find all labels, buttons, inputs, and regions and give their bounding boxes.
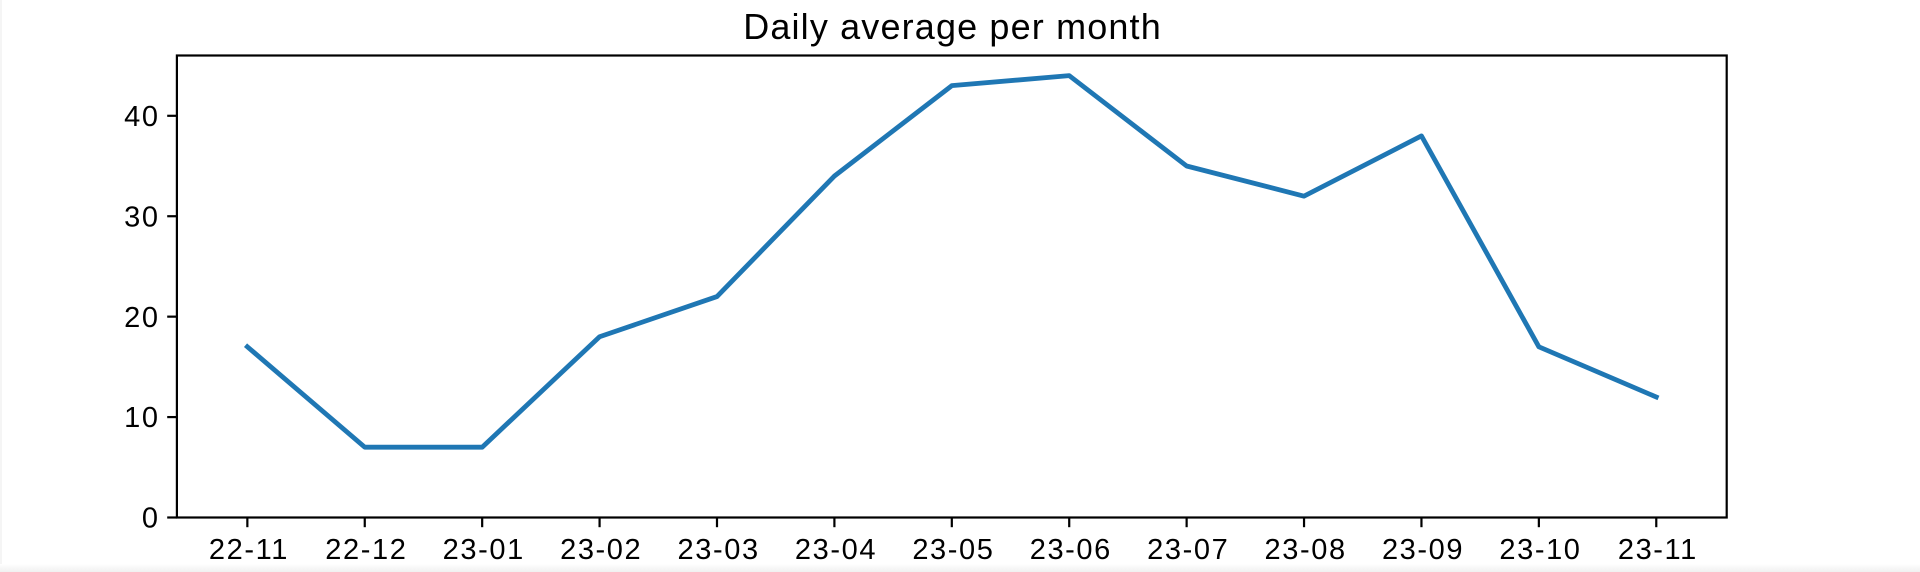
svg-text:23-02: 23-02	[560, 534, 642, 566]
svg-text:23-09: 23-09	[1382, 534, 1464, 566]
svg-text:23-01: 23-01	[443, 534, 525, 566]
svg-text:40: 40	[124, 101, 159, 133]
svg-text:23-10: 23-10	[1499, 534, 1581, 566]
svg-text:23-07: 23-07	[1147, 534, 1229, 566]
svg-text:22-12: 22-12	[325, 534, 407, 566]
svg-text:23-06: 23-06	[1030, 534, 1112, 566]
svg-text:30: 30	[124, 201, 159, 233]
svg-text:22-11: 22-11	[209, 534, 289, 566]
svg-text:23-11: 23-11	[1618, 534, 1698, 566]
svg-text:23-08: 23-08	[1265, 534, 1347, 566]
svg-text:23-05: 23-05	[912, 534, 994, 566]
svg-text:23-03: 23-03	[678, 534, 760, 566]
svg-text:Daily average per month: Daily average per month	[743, 6, 1162, 47]
svg-text:0: 0	[142, 503, 160, 535]
svg-text:20: 20	[124, 302, 159, 334]
svg-text:23-04: 23-04	[795, 534, 877, 566]
svg-text:10: 10	[124, 402, 159, 434]
